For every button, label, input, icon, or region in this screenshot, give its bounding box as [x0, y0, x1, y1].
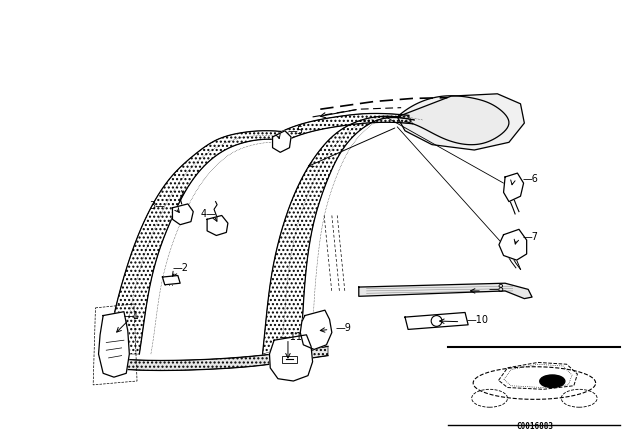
- Polygon shape: [163, 276, 180, 285]
- Bar: [282, 356, 297, 362]
- Bar: [109, 329, 115, 334]
- Bar: [109, 337, 115, 342]
- Text: —2: —2: [172, 263, 188, 273]
- Text: —1: —1: [124, 310, 140, 321]
- Text: 3—: 3—: [149, 201, 165, 211]
- Polygon shape: [300, 310, 332, 349]
- Text: 4—: 4—: [201, 209, 217, 219]
- Bar: [109, 345, 115, 349]
- Text: —11: —11: [280, 332, 302, 342]
- Text: —9: —9: [336, 323, 351, 333]
- Circle shape: [540, 375, 565, 388]
- Text: —7: —7: [522, 232, 538, 242]
- Polygon shape: [397, 96, 509, 145]
- Polygon shape: [269, 335, 312, 381]
- Polygon shape: [504, 173, 524, 202]
- Text: —5: —5: [288, 126, 304, 136]
- Polygon shape: [273, 131, 291, 152]
- Polygon shape: [99, 312, 129, 377]
- Polygon shape: [499, 229, 527, 260]
- Polygon shape: [359, 283, 532, 299]
- Polygon shape: [172, 204, 193, 225]
- Polygon shape: [207, 215, 228, 236]
- Text: —6: —6: [522, 173, 538, 184]
- Text: —8: —8: [488, 284, 504, 294]
- Polygon shape: [397, 94, 524, 150]
- Text: C0016883: C0016883: [516, 422, 553, 431]
- Polygon shape: [405, 313, 468, 329]
- Polygon shape: [109, 346, 328, 370]
- Text: —10: —10: [467, 315, 488, 325]
